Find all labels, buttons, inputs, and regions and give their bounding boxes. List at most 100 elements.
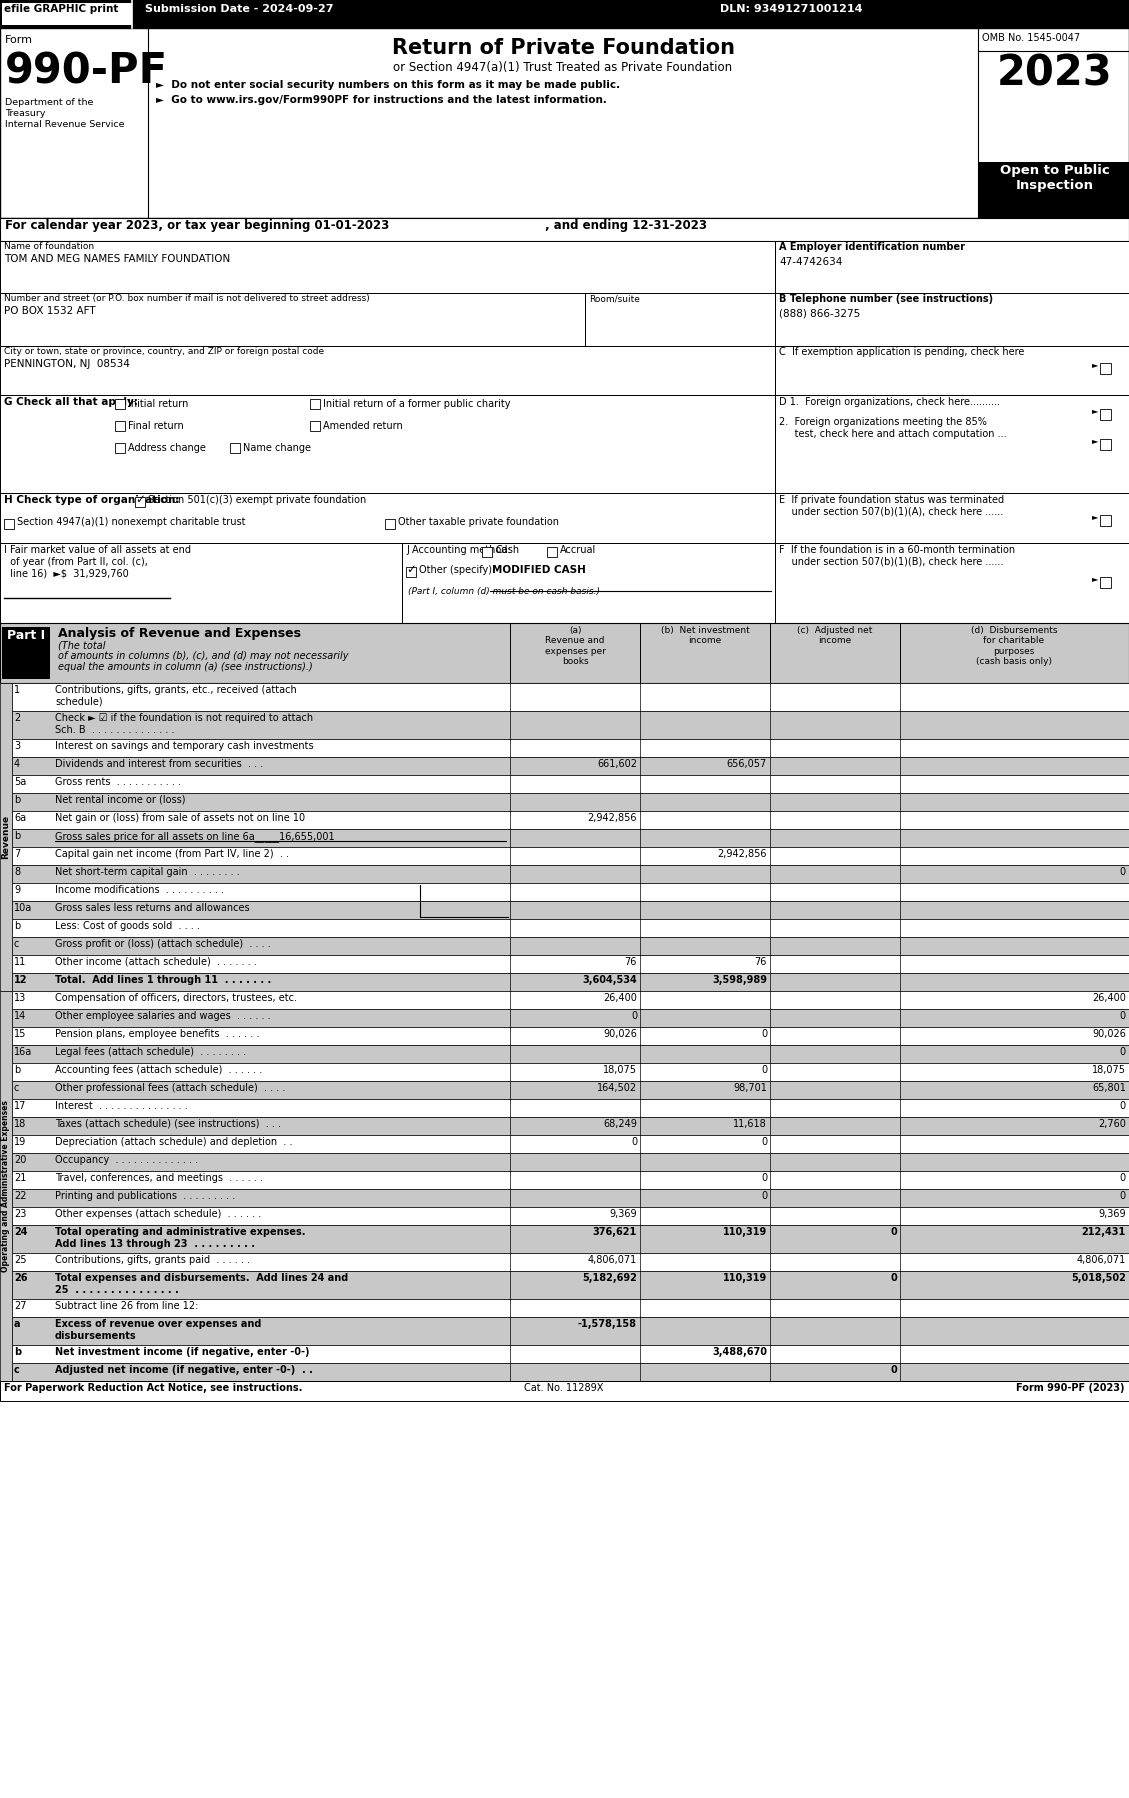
Bar (402, 543, 774, 622)
Text: 17: 17 (14, 1100, 26, 1111)
Bar (1100, 408, 1111, 421)
Bar (12, 991, 1129, 1009)
Text: Other professional fees (attach schedule)  . . . .: Other professional fees (attach schedule… (55, 1082, 286, 1093)
Bar (12, 1099, 1129, 1117)
Bar (1100, 514, 1111, 527)
Text: Total operating and administrative expenses.
Add lines 13 through 23  . . . . . : Total operating and administrative expen… (55, 1226, 306, 1248)
Text: Number and street (or P.O. box number if mail is not delivered to street address: Number and street (or P.O. box number if… (5, 295, 370, 304)
Text: Name of foundation: Name of foundation (5, 243, 94, 252)
Text: Operating and Administrative Expenses: Operating and Administrative Expenses (1, 1100, 10, 1271)
Text: Amended return: Amended return (323, 421, 403, 432)
Text: Section 501(c)(3) exempt private foundation: Section 501(c)(3) exempt private foundat… (148, 494, 366, 505)
Bar (12, 775, 1129, 793)
Text: DLN: 93491271001214: DLN: 93491271001214 (720, 4, 863, 14)
Text: 6a: 6a (14, 813, 26, 823)
Text: 9,369: 9,369 (1099, 1208, 1126, 1219)
Bar (0, 622, 1129, 683)
Text: For Paperwork Reduction Act Notice, see instructions.: For Paperwork Reduction Act Notice, see … (5, 1383, 303, 1393)
Bar (12, 919, 1129, 937)
Bar (406, 566, 415, 577)
Text: 24: 24 (14, 1226, 27, 1237)
Text: (b)  Net investment
income: (b) Net investment income (660, 626, 750, 645)
Text: 0: 0 (1120, 1100, 1126, 1111)
Text: Net short-term capital gain  . . . . . . . .: Net short-term capital gain . . . . . . … (55, 867, 239, 877)
Text: (d)  Disbursements
for charitable
purposes
(cash basis only): (d) Disbursements for charitable purpose… (971, 626, 1057, 667)
Text: (Part I, column (d) must be on cash basis.): (Part I, column (d) must be on cash basi… (408, 586, 599, 595)
Text: 16a: 16a (14, 1046, 33, 1057)
Text: C  If exemption application is pending, check here: C If exemption application is pending, c… (779, 347, 1024, 358)
Text: of year (from Part II, col. (c),: of year (from Part II, col. (c), (5, 557, 148, 566)
Text: H Check type of organization:: H Check type of organization: (5, 494, 180, 505)
Text: F  If the foundation is in a 60-month termination
    under section 507(b)(1)(B): F If the foundation is in a 60-month ter… (779, 545, 1015, 566)
Text: 0: 0 (761, 1172, 767, 1183)
Text: 14: 14 (14, 1010, 26, 1021)
Bar (12, 1027, 1129, 1045)
Text: 656,057: 656,057 (727, 759, 767, 770)
Text: or Section 4947(a)(1) Trust Treated as Private Foundation: or Section 4947(a)(1) Trust Treated as P… (393, 61, 733, 74)
Bar (0, 543, 402, 622)
Bar (310, 399, 320, 408)
Bar (12, 1298, 1129, 1316)
Text: Gross sales price for all assets on line 6a_____16,655,001: Gross sales price for all assets on line… (55, 831, 334, 841)
Text: 0: 0 (1120, 1172, 1126, 1183)
Text: 4,806,071: 4,806,071 (1077, 1255, 1126, 1266)
Text: 2,942,856: 2,942,856 (587, 813, 637, 823)
Bar (12, 1345, 1129, 1363)
Text: I Fair market value of all assets at end: I Fair market value of all assets at end (5, 545, 191, 556)
Text: 76: 76 (624, 957, 637, 967)
Bar (12, 757, 1129, 775)
Text: City or town, state or province, country, and ZIP or foreign postal code: City or town, state or province, country… (5, 347, 324, 356)
Text: 661,602: 661,602 (597, 759, 637, 770)
Text: Dividends and interest from securities  . . .: Dividends and interest from securities .… (55, 759, 263, 770)
Bar (774, 493, 1129, 543)
Bar (0, 0, 1129, 29)
Bar (12, 1316, 1129, 1345)
Text: 3,598,989: 3,598,989 (712, 975, 767, 985)
Text: 2023: 2023 (997, 52, 1113, 95)
Text: TOM AND MEG NAMES FAMILY FOUNDATION: TOM AND MEG NAMES FAMILY FOUNDATION (5, 254, 230, 264)
Text: 18,075: 18,075 (603, 1064, 637, 1075)
Text: Contributions, gifts, grants paid  . . . . . .: Contributions, gifts, grants paid . . . … (55, 1255, 250, 1266)
Text: Part I: Part I (7, 629, 45, 642)
Text: 9,369: 9,369 (610, 1208, 637, 1219)
Text: 990-PF: 990-PF (5, 50, 168, 92)
Text: 110,319: 110,319 (723, 1273, 767, 1284)
Text: Address change: Address change (128, 442, 205, 453)
Text: 18: 18 (14, 1118, 26, 1129)
Text: 7: 7 (14, 849, 20, 859)
Bar (1100, 439, 1111, 450)
Text: Gross rents  . . . . . . . . . . .: Gross rents . . . . . . . . . . . (55, 777, 181, 788)
Text: ►  Do not enter social security numbers on this form as it may be made public.: ► Do not enter social security numbers o… (156, 79, 620, 90)
Text: 68,249: 68,249 (603, 1118, 637, 1129)
Text: Total.  Add lines 1 through 11  . . . . . . .: Total. Add lines 1 through 11 . . . . . … (55, 975, 271, 985)
Bar (0, 1381, 1129, 1401)
Text: ►: ► (1092, 512, 1099, 521)
Bar (12, 811, 1129, 829)
Text: J Accounting method:: J Accounting method: (406, 545, 510, 556)
Text: 9: 9 (14, 885, 20, 895)
Text: Section 4947(a)(1) nonexempt charitable trust: Section 4947(a)(1) nonexempt charitable … (17, 518, 245, 527)
Text: Pension plans, employee benefits  . . . . . .: Pension plans, employee benefits . . . .… (55, 1028, 260, 1039)
Text: 25: 25 (14, 1255, 26, 1266)
Text: 18,075: 18,075 (1092, 1064, 1126, 1075)
Text: c: c (14, 1365, 19, 1375)
Text: ►: ► (1092, 435, 1099, 444)
Bar (12, 1063, 1129, 1081)
Text: For calendar year 2023, or tax year beginning 01-01-2023: For calendar year 2023, or tax year begi… (5, 219, 390, 232)
Text: 22: 22 (14, 1190, 26, 1201)
Bar (12, 1170, 1129, 1188)
Bar (12, 1253, 1129, 1271)
Text: D 1.  Foreign organizations, check here..........: D 1. Foreign organizations, check here..… (779, 397, 1000, 406)
Text: Total expenses and disbursements.  Add lines 24 and
25  . . . . . . . . . . . . : Total expenses and disbursements. Add li… (55, 1273, 348, 1295)
Bar (115, 399, 125, 408)
Bar (5, 520, 14, 529)
Text: E  If private foundation status was terminated
    under section 507(b)(1)(A), c: E If private foundation status was termi… (779, 494, 1004, 516)
Bar (0, 493, 774, 543)
Text: Cat. No. 11289X: Cat. No. 11289X (524, 1383, 604, 1393)
Text: 26,400: 26,400 (603, 992, 637, 1003)
Text: (c)  Adjusted net
income: (c) Adjusted net income (797, 626, 873, 645)
Bar (2, 4, 132, 25)
Text: Compensation of officers, directors, trustees, etc.: Compensation of officers, directors, tru… (55, 992, 297, 1003)
Bar (12, 1224, 1129, 1253)
Text: line 16)  ►$  31,929,760: line 16) ►$ 31,929,760 (5, 568, 129, 579)
